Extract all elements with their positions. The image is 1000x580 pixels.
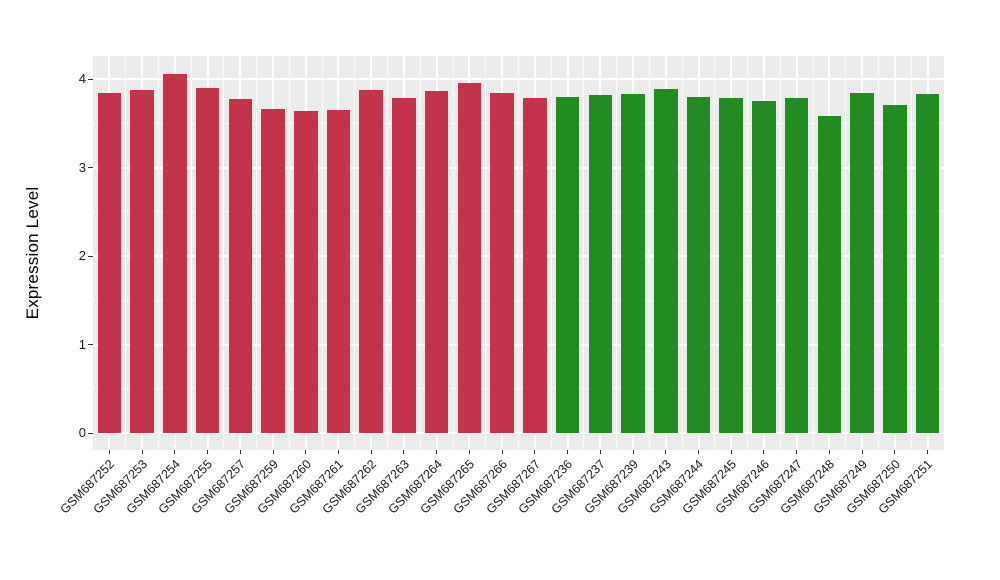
bar-GSM687264 <box>424 91 449 433</box>
y-tick-label: 2 <box>78 248 86 263</box>
gridline-minor-vertical <box>747 56 749 450</box>
x-tick-mark <box>272 450 274 454</box>
bar-GSM687265 <box>457 83 482 433</box>
gridline-minor-vertical <box>387 56 389 450</box>
x-tick-mark <box>567 450 569 454</box>
x-tick-mark <box>501 450 503 454</box>
gridline-minor-vertical <box>452 56 454 450</box>
gridline-minor-vertical <box>648 56 650 450</box>
x-tick-mark <box>861 450 863 454</box>
bar-GSM687255 <box>195 87 220 433</box>
x-tick-mark <box>239 450 241 454</box>
x-tick-mark <box>337 450 339 454</box>
y-tick-label: 1 <box>78 336 86 352</box>
gridline-minor-vertical <box>583 56 585 450</box>
gridline-minor-vertical <box>157 56 159 450</box>
x-tick-mark <box>796 450 798 454</box>
bar-GSM687257 <box>228 99 253 433</box>
x-tick-mark <box>599 450 601 454</box>
x-tick-mark <box>698 450 700 454</box>
x-tick-mark <box>403 450 405 454</box>
bar-GSM687253 <box>130 89 154 433</box>
bar-GSM687266 <box>490 93 514 433</box>
bar-GSM687267 <box>523 97 547 433</box>
x-tick-mark <box>828 450 830 454</box>
gridline-minor-vertical <box>321 56 323 450</box>
bar-GSM687245 <box>719 98 744 433</box>
gridline-minor-vertical <box>681 56 683 450</box>
x-tick-mark <box>436 450 438 454</box>
gridline-minor-vertical <box>714 56 716 450</box>
bar-GSM687237 <box>588 94 613 433</box>
bar-GSM687263 <box>392 98 416 433</box>
gridline-minor-vertical <box>550 56 552 450</box>
gridline-minor-vertical <box>223 56 225 450</box>
bar-GSM687252 <box>97 93 122 433</box>
bar-GSM687236 <box>555 96 580 433</box>
x-tick-mark <box>927 450 929 454</box>
x-tick-mark <box>108 450 110 454</box>
bar-GSM687244 <box>686 96 711 433</box>
y-tick-label: 0 <box>78 425 86 440</box>
y-tick-mark <box>88 255 93 257</box>
x-tick-mark <box>894 450 896 454</box>
gridline-minor-vertical <box>779 56 781 450</box>
x-tick-mark <box>207 450 209 454</box>
x-tick-mark <box>370 450 372 454</box>
x-tick-mark <box>763 450 765 454</box>
y-tick-mark <box>88 344 93 345</box>
bar-GSM687261 <box>326 109 351 433</box>
bar-GSM687260 <box>293 110 318 433</box>
gridline-minor-vertical <box>616 56 618 450</box>
gridline-minor-vertical <box>878 56 880 450</box>
gridline-minor-vertical <box>125 56 127 450</box>
gridline-minor-vertical <box>485 56 487 450</box>
plot-panel <box>93 56 944 450</box>
gridline-minor-vertical <box>419 56 421 450</box>
bar-GSM687243 <box>654 88 678 433</box>
y-tick-label: 3 <box>78 159 86 175</box>
y-tick-mark <box>88 432 93 434</box>
bar-GSM687251 <box>915 94 940 433</box>
gridline-minor-vertical <box>190 56 192 450</box>
x-tick-mark <box>632 450 634 454</box>
gridline-minor-vertical <box>354 56 356 450</box>
x-tick-mark <box>730 450 732 454</box>
bar-GSM687248 <box>817 116 842 433</box>
bar-GSM687254 <box>163 73 187 433</box>
gridline-minor-vertical <box>288 56 290 450</box>
y-tick-mark <box>88 78 93 80</box>
gridline-minor-vertical <box>910 56 912 450</box>
bar-GSM687239 <box>621 94 645 433</box>
x-tick-mark <box>665 450 667 454</box>
gridline-minor-vertical <box>518 56 519 450</box>
x-tick-mark <box>468 450 470 454</box>
bar-GSM687249 <box>850 93 874 433</box>
x-tick-mark <box>305 450 307 454</box>
y-axis-title: Expression Level <box>23 186 42 320</box>
x-tick-mark <box>534 450 536 454</box>
gridline-minor-vertical <box>256 56 258 450</box>
bar-GSM687259 <box>261 109 285 433</box>
y-tick-mark <box>88 167 93 168</box>
x-tick-mark <box>141 450 143 454</box>
y-tick-label: 4 <box>78 71 86 86</box>
gridline-minor-vertical <box>845 56 847 450</box>
x-tick-mark <box>174 450 176 454</box>
bar-GSM687262 <box>359 89 383 433</box>
bar-GSM687246 <box>752 101 776 433</box>
gridline-minor-vertical <box>812 56 814 450</box>
bar-GSM687247 <box>784 97 809 433</box>
bar-GSM687250 <box>883 104 907 433</box>
